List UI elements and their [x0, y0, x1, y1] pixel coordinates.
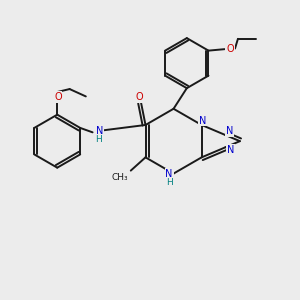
Text: O: O — [54, 92, 62, 102]
Text: H: H — [166, 178, 172, 188]
Text: N: N — [227, 145, 234, 155]
Text: O: O — [226, 44, 234, 54]
Text: N: N — [95, 126, 103, 136]
Text: N: N — [199, 116, 206, 126]
Text: N: N — [166, 169, 173, 178]
Text: O: O — [136, 92, 143, 102]
Text: N: N — [226, 127, 233, 136]
Text: CH₃: CH₃ — [112, 173, 128, 182]
Text: H: H — [95, 135, 102, 144]
